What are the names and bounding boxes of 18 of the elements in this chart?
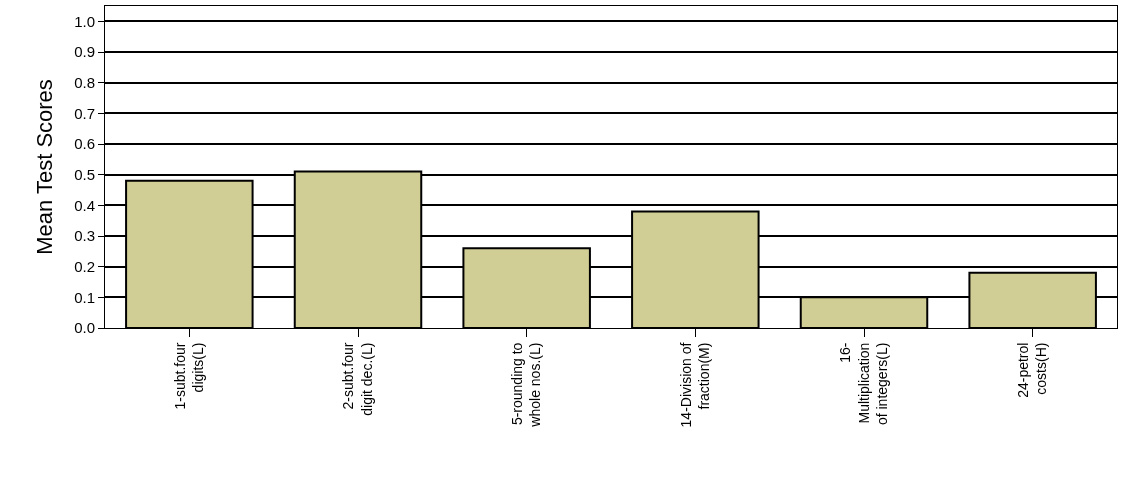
- y-tick-label: 0.5: [74, 165, 95, 183]
- y-tick-label: 0.4: [74, 196, 95, 214]
- x-tick-label: 5-rounding to whole nos.(L): [509, 342, 544, 428]
- y-tick-label: 0.6: [74, 135, 95, 153]
- y-tick-label: 0.9: [74, 43, 95, 61]
- x-tick-label: 16- Multiplication of integers(L): [837, 342, 890, 426]
- y-tick-label: 1.0: [74, 12, 95, 30]
- y-tick-label: 0.0: [74, 319, 95, 337]
- y-axis-title: Mean Test Scores: [31, 79, 57, 255]
- x-tick-label: 24-petrol costs(H): [1015, 342, 1050, 398]
- y-tick-label: 0.1: [74, 288, 95, 306]
- x-tick-label: 14-Division of fraction(M): [677, 342, 712, 428]
- x-tick-label: 2-subt.four digit dec.(L): [340, 342, 375, 416]
- y-tick-label: 0.2: [74, 257, 95, 275]
- y-tick-label: 0.7: [74, 104, 95, 122]
- y-tick-label: 0.8: [74, 73, 95, 91]
- x-tick-label: 1-subt.four digits(L): [171, 342, 206, 410]
- y-tick-label: 0.3: [74, 227, 95, 245]
